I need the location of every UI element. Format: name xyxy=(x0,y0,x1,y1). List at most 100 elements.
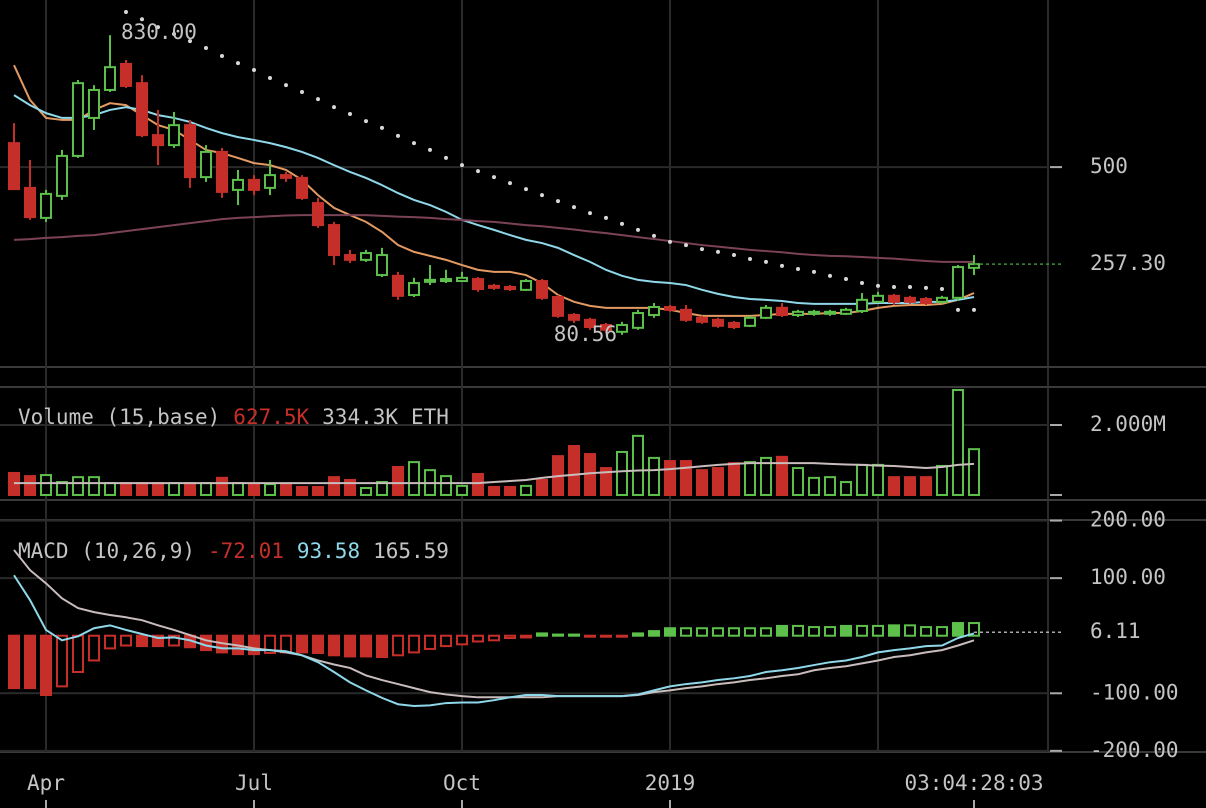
candle-body xyxy=(72,82,84,157)
candle-body xyxy=(392,274,404,297)
candle-body xyxy=(312,202,324,227)
sar-dot xyxy=(956,307,960,312)
volume-legend: Volume (15,base) 627.5K 334.3K ETH xyxy=(18,405,449,429)
sar-dot xyxy=(796,267,800,272)
sar-dot xyxy=(892,285,896,290)
last-price-label: 257.30 xyxy=(1090,251,1166,275)
legend-value: 334.3K xyxy=(322,405,398,429)
sar-dot xyxy=(668,239,672,244)
volume-bar xyxy=(232,482,244,497)
candle-body xyxy=(792,310,804,317)
macd-histogram-bar xyxy=(760,627,772,637)
volume-bar xyxy=(136,482,148,497)
volume-bar xyxy=(952,389,964,497)
candle-body xyxy=(888,294,900,303)
volume-bar xyxy=(392,466,404,497)
sar-dot xyxy=(764,259,768,264)
candle-body xyxy=(584,318,596,329)
macd-histogram-bar xyxy=(280,634,292,654)
sar-dot xyxy=(924,285,928,290)
volume-ma-line xyxy=(14,462,975,485)
macd-histogram-bar xyxy=(424,634,436,650)
candle-body xyxy=(360,252,372,261)
volume-bar xyxy=(872,463,884,497)
macd-histogram-bar xyxy=(72,634,84,673)
sar-dot xyxy=(188,39,192,44)
x-tick-label: 2019 xyxy=(645,771,696,795)
candle-body xyxy=(376,254,388,277)
extreme-label: 830.00 xyxy=(121,20,197,44)
volume-bar xyxy=(72,476,84,496)
volume-bar xyxy=(632,434,644,496)
y-tick-label: 500 xyxy=(1090,154,1128,178)
macd-histogram-bar xyxy=(88,634,100,662)
volume-bar xyxy=(40,474,52,497)
volume-bar xyxy=(968,448,980,496)
sar-dot xyxy=(396,133,400,138)
macd-histogram-bar xyxy=(568,633,580,637)
macd-histogram-bar xyxy=(936,626,948,637)
macd-histogram-bar xyxy=(200,634,212,652)
macd-histogram-bar xyxy=(808,626,820,637)
sar-dot xyxy=(572,205,576,210)
candle-body xyxy=(24,186,36,219)
sar-dot xyxy=(284,83,288,88)
sar-dot xyxy=(812,269,816,274)
macd-legend: MACD (10,26,9) -72.01 93.58 165.59 xyxy=(18,539,449,563)
sar-dot xyxy=(604,215,608,220)
sar-dot xyxy=(652,233,656,238)
candle-body xyxy=(56,154,68,197)
volume-bar xyxy=(696,469,708,497)
sar-dot xyxy=(732,253,736,258)
sar-dot xyxy=(860,281,864,286)
candle-body xyxy=(840,308,852,315)
candle-body xyxy=(520,280,532,291)
legend-label: MACD (10,26,9) xyxy=(18,539,195,563)
candle-body xyxy=(280,174,292,179)
volume-bar xyxy=(376,481,388,497)
volume-bar xyxy=(152,482,164,497)
macd-histogram-bar xyxy=(888,624,900,637)
macd-histogram-bar xyxy=(584,634,596,638)
macd-histogram-bar xyxy=(248,634,260,656)
sar-dot xyxy=(620,221,624,226)
macd-histogram-bar xyxy=(344,634,356,658)
sar-dot xyxy=(332,105,336,110)
macd-histogram-bar xyxy=(920,626,932,637)
macd-line xyxy=(13,574,975,707)
ma-line xyxy=(13,214,974,263)
sar-dot xyxy=(476,169,480,174)
sar-dot xyxy=(556,199,560,204)
legend-value: 165.59 xyxy=(373,539,449,563)
sar-dot xyxy=(444,155,448,160)
candle-body xyxy=(120,62,132,87)
candle-body xyxy=(88,88,100,119)
x-tick-label: Oct xyxy=(443,771,481,795)
sar-dot xyxy=(876,283,880,288)
volume-bar xyxy=(56,481,68,497)
candle-body xyxy=(744,316,756,327)
macd-histogram-bar xyxy=(872,624,884,637)
sar-dot xyxy=(460,163,464,168)
volume-bar xyxy=(728,462,740,497)
candle-body xyxy=(424,278,436,283)
candle-body xyxy=(600,324,612,331)
candle-body xyxy=(920,298,932,305)
volume-bar xyxy=(936,464,948,497)
candle-body xyxy=(616,324,628,333)
macd-histogram-bar xyxy=(616,634,628,638)
y-tick-label: 200.00 xyxy=(1090,508,1166,532)
macd-histogram-bar xyxy=(776,624,788,637)
sar-dot xyxy=(780,263,784,268)
candle-body xyxy=(504,286,516,291)
macd-histogram-bar xyxy=(840,624,852,637)
volume-bar xyxy=(168,482,180,497)
macd-histogram-bar xyxy=(504,634,516,640)
candle-body xyxy=(488,284,500,289)
candle-body xyxy=(408,282,420,297)
volume-bar xyxy=(216,476,228,497)
candle-body xyxy=(328,224,340,257)
sar-dot xyxy=(636,227,640,232)
macd-histogram-bar xyxy=(8,634,20,690)
macd-histogram-bar xyxy=(136,634,148,648)
